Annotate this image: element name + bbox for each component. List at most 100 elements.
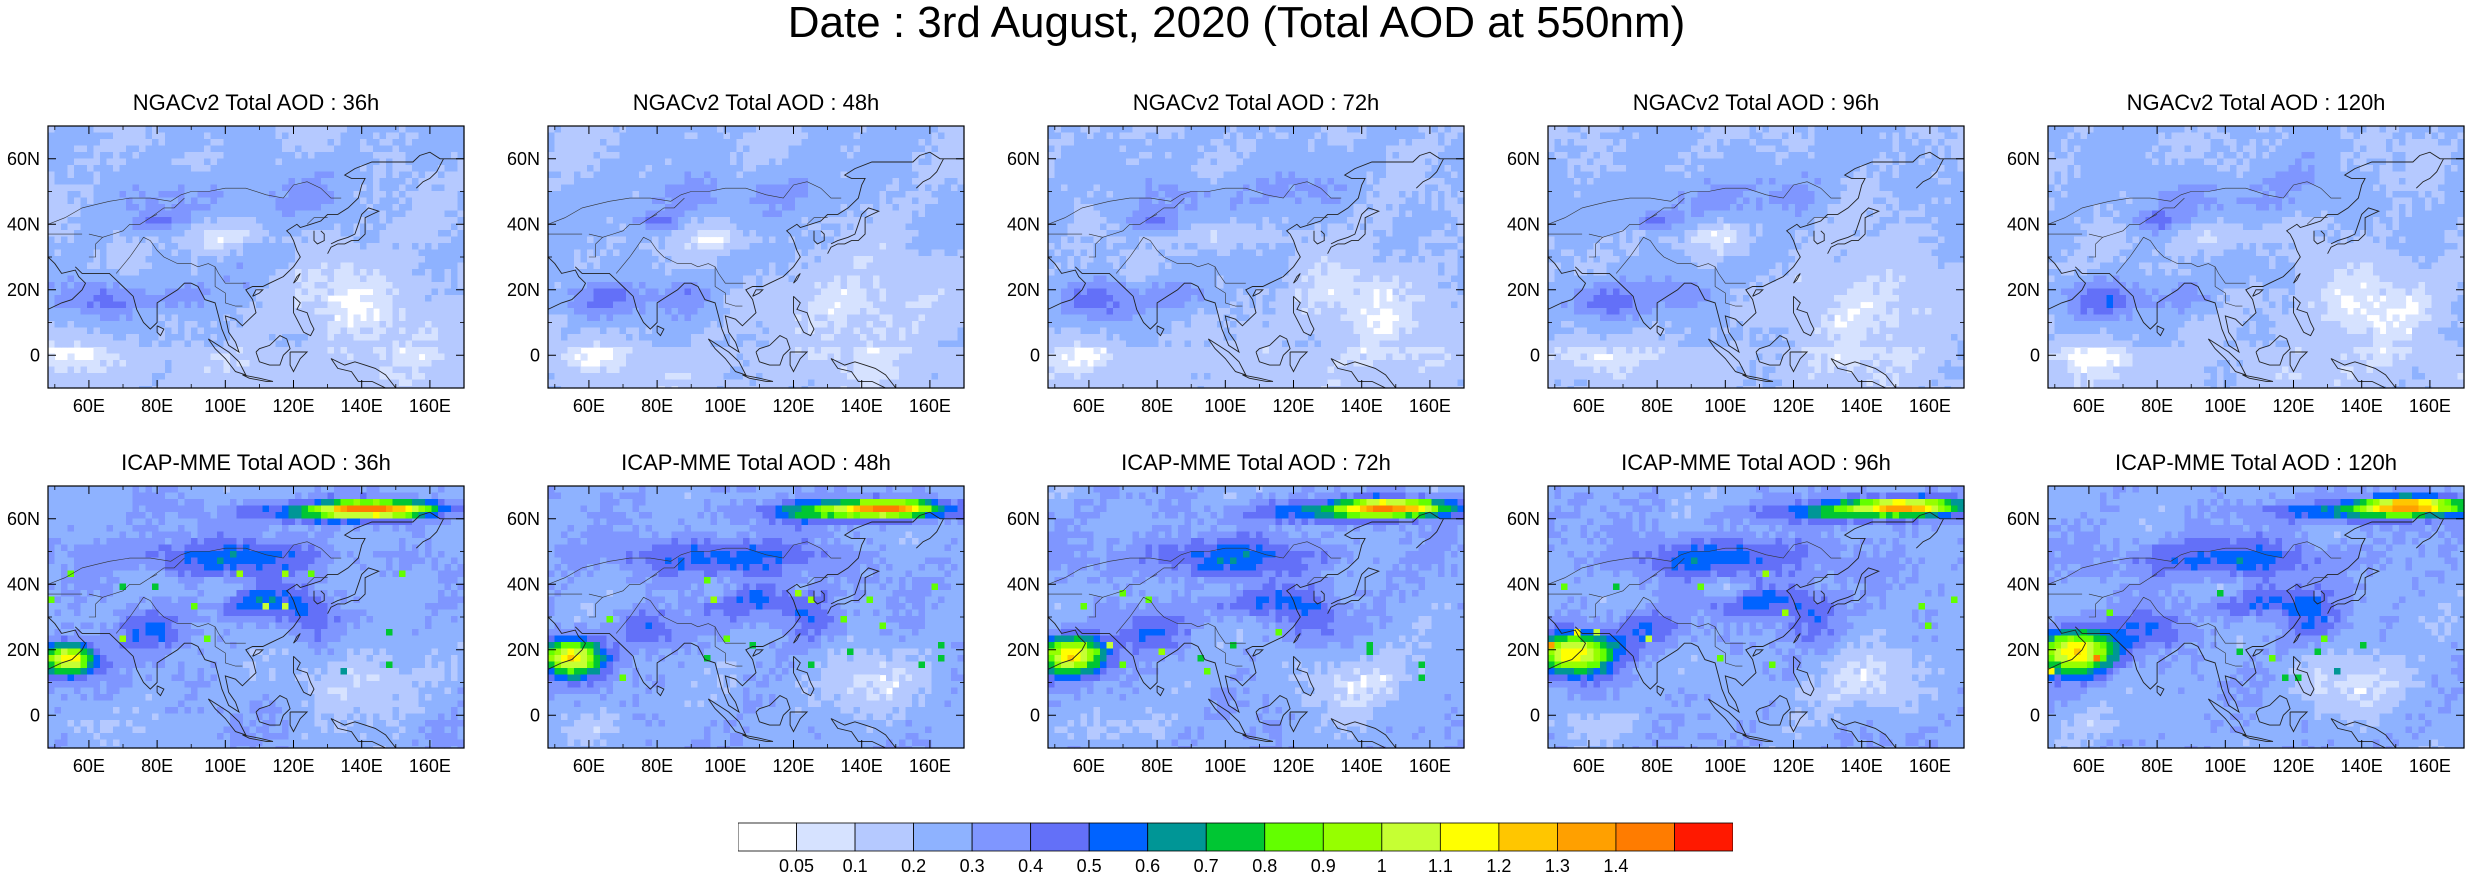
colorbar-label: 0.5 [1077,856,1102,874]
lon-tick-label: 100E [204,756,246,776]
lon-tick-label: 160E [409,396,451,416]
lat-tick-label: 0 [530,345,540,365]
aod-map: 60E 80E 100E 120E 140E 160E 60N 40N 20N 0 [1007,125,1465,416]
lon-tick-label: 120E [272,396,314,416]
aod-map: 60E 80E 100E 120E 140E 160E 60N 40N 20N 0 [1007,485,1465,776]
lat-tick-label: 0 [30,705,40,725]
lon-tick-label: 100E [704,396,746,416]
lat-tick-label: 20N [1007,640,1040,660]
lon-tick-label: 60E [573,756,605,776]
panel-title: ICAP-MME Total AOD : 48h [548,450,964,476]
lon-tick-label: 120E [1772,756,1814,776]
colorbar-label: 0.05 [779,856,814,874]
colorbar-swatch [796,822,856,852]
lon-tick-label: 120E [2272,756,2314,776]
lat-tick-label: 40N [1007,574,1040,594]
lat-tick-label: 20N [507,640,540,660]
aod-field [1048,126,1465,389]
map-panel: NGACv2 Total AOD : 96h 60E 80E 100E 120E 140E… [1500,90,1980,440]
lon-tick-label: 120E [1772,396,1814,416]
map-panel: NGACv2 Total AOD : 120h 60E 80E 100E 120E 140… [2000,90,2473,440]
map-panel: ICAP-MME Total AOD : 96h 60E 80E 100E 120E 14… [1500,450,1980,800]
lon-tick-label: 80E [141,396,173,416]
aod-map: 60E 80E 100E 120E 140E 160E 60N 40N 20N 0 [7,485,465,776]
lat-tick-label: 60N [7,149,40,169]
colorbar-swatch [1322,822,1383,852]
panel-title: NGACv2 Total AOD : 72h [1048,90,1464,116]
lat-tick-label: 40N [1007,214,1040,234]
map-panel: ICAP-MME Total AOD : 48h 60E 80E 100E 120E 14… [500,450,980,800]
lat-tick-label: 40N [7,214,40,234]
colorbar-label: 0.1 [843,856,868,874]
coastlines [1048,151,1464,388]
lon-tick-label: 60E [1573,756,1605,776]
panel-title: ICAP-MME Total AOD : 120h [2048,450,2464,476]
lat-tick-label: 0 [1530,705,1540,725]
colorbar-label: 0.3 [960,856,985,874]
lon-tick-label: 60E [2073,756,2105,776]
colorbar-swatch [1205,822,1266,852]
lat-tick-label: 60N [2007,509,2040,529]
lon-tick-label: 60E [1073,396,1105,416]
lat-tick-label: 0 [1030,345,1040,365]
aod-map: 60E 80E 100E 120E 140E 160E 60N 40N 20N 0 [1507,485,1965,776]
lon-tick-label: 120E [1272,396,1314,416]
lat-tick-label: 0 [1530,345,1540,365]
colorbar-label: 0.7 [1194,856,1219,874]
aod-field [48,126,465,389]
colorbar-swatch [913,822,973,852]
colorbar-label: 1.1 [1428,856,1453,874]
lon-tick-label: 100E [704,756,746,776]
lon-tick-label: 80E [2141,396,2173,416]
lat-tick-label: 40N [1507,214,1540,234]
map-panel: ICAP-MME Total AOD : 120h 60E 80E 100E 120E 1… [2000,450,2473,800]
lon-tick-label: 60E [1073,756,1105,776]
aod-field [1048,486,1465,749]
lon-tick-label: 140E [341,756,383,776]
coastlines [548,511,964,748]
aod-field [2048,126,2465,389]
lon-tick-label: 80E [1141,756,1173,776]
lon-tick-label: 140E [841,396,883,416]
lon-tick-label: 80E [641,756,673,776]
lon-tick-label: 160E [1409,396,1451,416]
aod-field [548,486,965,749]
lon-tick-label: 80E [1141,396,1173,416]
lon-tick-label: 100E [2204,756,2246,776]
aod-map: 60E 80E 100E 120E 140E 160E 60N 40N 20N 0 [1507,125,1965,416]
lon-tick-label: 140E [841,756,883,776]
colorbar-label: 1.2 [1486,856,1511,874]
lon-tick-label: 160E [409,756,451,776]
lon-tick-label: 80E [2141,756,2173,776]
lat-tick-label: 40N [7,574,40,594]
lat-tick-label: 60N [1007,509,1040,529]
coastlines [1548,151,1964,388]
lon-tick-label: 80E [141,756,173,776]
colorbar-swatch [1147,822,1207,852]
coastlines [2048,511,2464,748]
map-panel: NGACv2 Total AOD : 72h 60E 80E 100E 120E 140E… [1000,90,1480,440]
coastlines [48,151,464,388]
colorbar-swatch [738,822,797,852]
lon-tick-label: 100E [2204,396,2246,416]
lat-tick-label: 20N [1507,640,1540,660]
coastlines [48,511,464,748]
aod-map: 60E 80E 100E 120E 140E 160E 60N 40N 20N 0 [507,125,965,416]
lat-tick-label: 0 [2030,345,2040,365]
lat-tick-label: 20N [7,640,40,660]
colorbar-swatch [1264,822,1324,852]
colorbar-swatch [1498,822,1558,852]
lon-tick-label: 160E [909,756,951,776]
aod-map: 60E 80E 100E 120E 140E 160E 60N 40N 20N 0 [507,485,965,776]
lat-tick-label: 0 [30,345,40,365]
lon-tick-label: 140E [1341,756,1383,776]
lat-tick-label: 60N [507,509,540,529]
panel-title: ICAP-MME Total AOD : 96h [1548,450,1964,476]
panel-title: ICAP-MME Total AOD : 72h [1048,450,1464,476]
lon-tick-label: 120E [772,396,814,416]
lat-tick-label: 40N [507,214,540,234]
lon-tick-label: 140E [2341,756,2383,776]
lon-tick-label: 60E [73,756,105,776]
lat-tick-label: 60N [2007,149,2040,169]
colorbar-label: 1.3 [1545,856,1570,874]
